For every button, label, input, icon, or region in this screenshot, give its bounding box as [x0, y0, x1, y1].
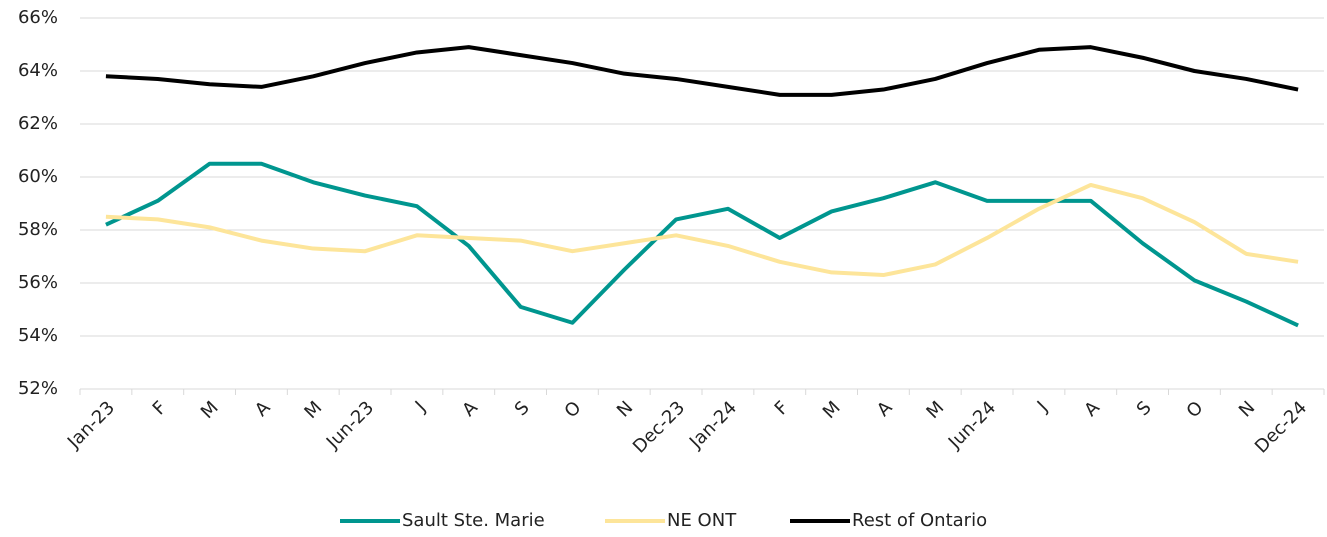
- x-tick-label: Dec-23: [629, 397, 689, 457]
- x-tick-label: S: [511, 397, 534, 420]
- legend-label: NE ONT: [667, 510, 737, 531]
- x-tick-label: J: [411, 397, 430, 416]
- series-line: [105, 161, 1299, 328]
- x-tick-label: F: [149, 397, 171, 419]
- series-line: [105, 45, 1299, 97]
- series-line: [105, 182, 1299, 278]
- y-tick-label: 64%: [18, 60, 58, 81]
- x-tick-label: A: [873, 397, 897, 421]
- y-tick-label: 66%: [18, 7, 58, 28]
- y-tick-label: 60%: [18, 166, 58, 187]
- x-tick-label: M: [300, 397, 326, 423]
- x-tick-label: O: [1183, 397, 1208, 422]
- x-tick-label: M: [819, 397, 845, 423]
- x-tick-label: S: [1133, 397, 1156, 420]
- y-tick-label: 56%: [18, 272, 58, 293]
- y-tick-label: 58%: [18, 219, 58, 240]
- x-tick-label: M: [197, 397, 223, 423]
- x-tick-label: M: [922, 397, 948, 423]
- y-tick-label: 54%: [18, 325, 58, 346]
- legend-label: Sault Ste. Marie: [402, 510, 545, 531]
- x-tick-label: Jan-24: [685, 397, 741, 453]
- x-tick-label: Dec-24: [1251, 397, 1311, 457]
- x-tick-label: O: [561, 397, 586, 422]
- x-tick-label: A: [1080, 397, 1104, 421]
- x-tick-label: F: [771, 397, 793, 419]
- x-tick-label: Jan-23: [63, 397, 119, 453]
- x-tick-label: N: [613, 397, 637, 421]
- y-tick-label: 52%: [18, 378, 58, 399]
- x-tick-label: A: [458, 397, 482, 421]
- legend-label: Rest of Ontario: [852, 510, 987, 531]
- x-tick-label: A: [251, 397, 275, 421]
- x-tick-label: Jun-24: [944, 397, 1000, 453]
- y-tick-label: 62%: [18, 113, 58, 134]
- x-tick-label: N: [1235, 397, 1259, 421]
- x-tick-label: Jun-23: [322, 397, 378, 453]
- x-tick-label: J: [1033, 397, 1052, 416]
